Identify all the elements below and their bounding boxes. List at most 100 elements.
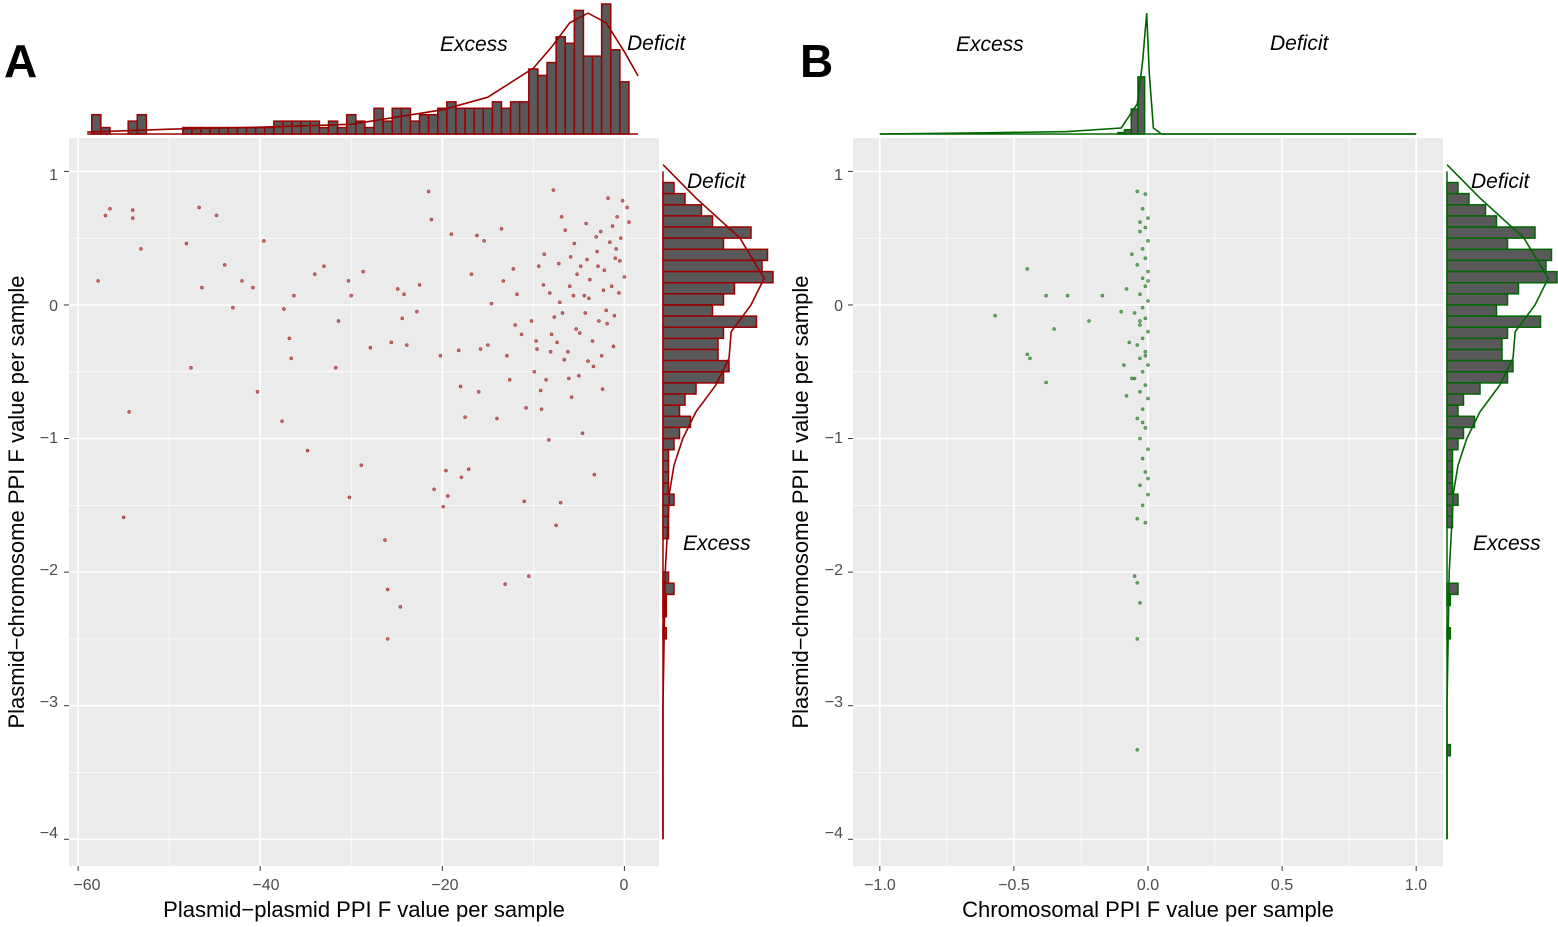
- data-point: [534, 339, 538, 343]
- top-histogram-bar: [291, 120, 302, 135]
- data-point: [336, 319, 341, 323]
- data-point: [625, 205, 629, 210]
- data-point: [1028, 356, 1032, 361]
- panel-b-right-deficit-annotation: Deficit: [1471, 170, 1531, 193]
- top-histogram-bar: [1123, 128, 1132, 135]
- panel-a-top-deficit-annotation: Deficit: [627, 32, 687, 55]
- data-point: [1140, 206, 1145, 211]
- data-point: [469, 272, 474, 277]
- data-point: [578, 264, 583, 269]
- right-histogram-bar: [662, 448, 670, 462]
- right-histogram-bar: [662, 437, 675, 451]
- data-point: [1146, 363, 1150, 367]
- top-histogram-bar: [473, 107, 485, 135]
- panel-a-xtick: 0: [620, 877, 629, 894]
- right-histogram-bar: [662, 382, 697, 395]
- right-histogram-bar: [1446, 460, 1454, 473]
- data-point: [1135, 189, 1140, 194]
- data-point: [1132, 311, 1137, 315]
- data-point: [568, 255, 573, 259]
- right-histogram-bar: [662, 526, 670, 540]
- top-histogram-bar: [391, 107, 403, 135]
- data-point: [1138, 483, 1142, 488]
- right-histogram-bar: [1446, 382, 1481, 395]
- data-point: [572, 241, 577, 246]
- data-point: [108, 206, 112, 211]
- data-point: [432, 487, 436, 492]
- data-point: [583, 311, 588, 315]
- right-histogram-bar: [1446, 259, 1547, 273]
- data-point: [1140, 369, 1145, 374]
- data-point: [612, 313, 617, 318]
- panel-a-y-ticks: −4 −3 −2 −1 0 1: [40, 167, 58, 842]
- data-point: [1146, 216, 1150, 220]
- data-point: [429, 217, 434, 222]
- panel-b-ytick: −2: [825, 562, 843, 579]
- data-point: [1135, 263, 1140, 267]
- right-histogram-bar: [662, 215, 714, 228]
- data-point: [591, 364, 596, 369]
- data-point: [597, 319, 601, 323]
- right-histogram-bar: [662, 582, 675, 596]
- panel-b-right-excess-annotation: Excess: [1473, 532, 1541, 555]
- data-point: [587, 277, 592, 282]
- right-histogram-bar: [1446, 237, 1509, 251]
- data-point: [1140, 407, 1145, 412]
- top-histogram-bar: [400, 107, 412, 135]
- right-histogram-bar: [662, 404, 681, 418]
- data-point: [554, 523, 558, 528]
- data-point: [130, 208, 135, 212]
- data-point: [312, 272, 317, 277]
- data-point: [346, 279, 351, 283]
- data-point: [214, 213, 219, 218]
- top-histogram-bar: [318, 126, 330, 135]
- panel-b-ytick: −4: [825, 825, 843, 842]
- data-point: [535, 347, 539, 351]
- data-point: [240, 279, 244, 283]
- top-density-curve: [879, 13, 1417, 135]
- data-point: [560, 311, 565, 315]
- top-histogram-bar: [282, 120, 293, 135]
- top-histogram-bar: [336, 126, 348, 135]
- data-point: [385, 637, 390, 641]
- data-point: [444, 468, 448, 473]
- data-point: [1140, 276, 1145, 281]
- data-point: [515, 292, 519, 297]
- top-histogram-bar: [300, 120, 312, 135]
- data-point: [1124, 287, 1129, 291]
- data-point: [548, 349, 553, 354]
- panel-a-points: [96, 188, 631, 641]
- right-histogram-bar: [1446, 204, 1487, 217]
- data-point: [609, 284, 614, 289]
- data-point: [549, 332, 554, 337]
- right-histogram-bar: [1446, 482, 1454, 495]
- data-point: [532, 369, 537, 374]
- data-point: [1065, 293, 1070, 298]
- data-point: [1135, 747, 1140, 752]
- top-histogram-bar: [418, 113, 430, 135]
- data-point: [459, 475, 464, 480]
- data-point: [1130, 252, 1134, 257]
- data-point: [600, 387, 605, 391]
- data-point: [449, 232, 454, 237]
- data-point: [282, 307, 286, 311]
- data-point: [567, 376, 571, 381]
- right-histogram-bar: [1446, 348, 1503, 362]
- panel-a-label: A: [4, 35, 37, 87]
- right-histogram-bar: [1446, 437, 1459, 451]
- data-point: [1138, 323, 1142, 327]
- data-point: [604, 308, 609, 313]
- data-point: [615, 214, 619, 219]
- panel-b-xtick: −0.5: [998, 877, 1030, 894]
- data-point: [476, 389, 481, 394]
- data-point: [1140, 305, 1145, 310]
- data-point: [584, 221, 589, 226]
- data-point: [261, 239, 266, 243]
- data-point: [599, 353, 604, 358]
- data-point: [1143, 520, 1148, 525]
- data-point: [1135, 416, 1140, 421]
- top-histogram-bar: [427, 113, 439, 135]
- top-histogram-bar: [254, 126, 266, 135]
- panel-b-y-axis-label: Plasmid−chromosome PPI F value per sampl…: [788, 275, 813, 728]
